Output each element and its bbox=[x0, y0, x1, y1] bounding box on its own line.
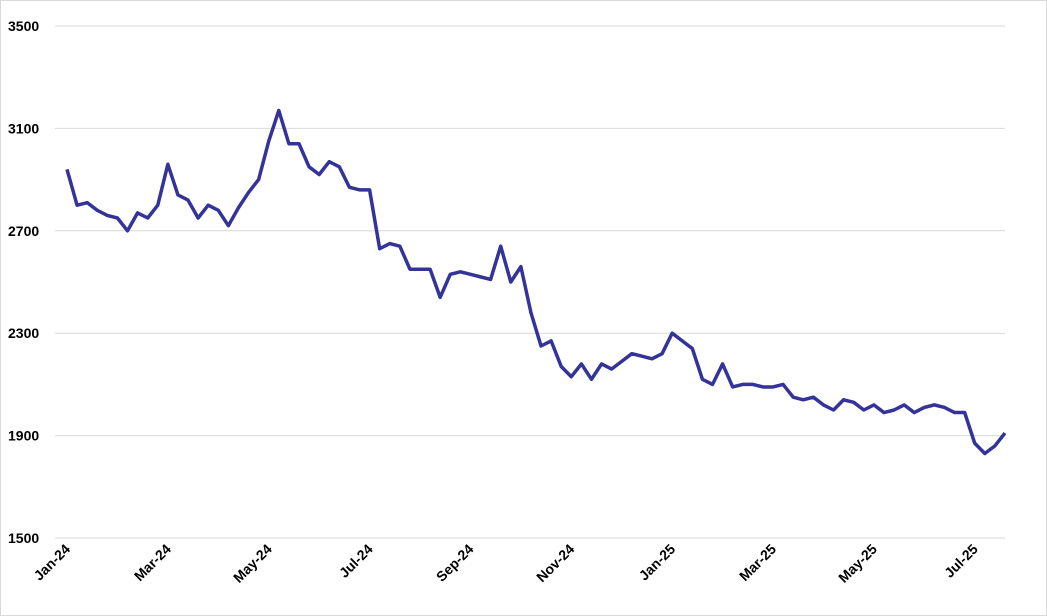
line bbox=[65, 108, 1007, 456]
y-tick-label: 2700 bbox=[8, 223, 39, 239]
y-tick-label: 1900 bbox=[8, 428, 39, 444]
y-tick-label: 1500 bbox=[8, 530, 39, 546]
y-tick-label: 2300 bbox=[8, 325, 39, 341]
y-tick-label: 3500 bbox=[8, 18, 39, 34]
y-tick-label: 3100 bbox=[8, 120, 39, 136]
